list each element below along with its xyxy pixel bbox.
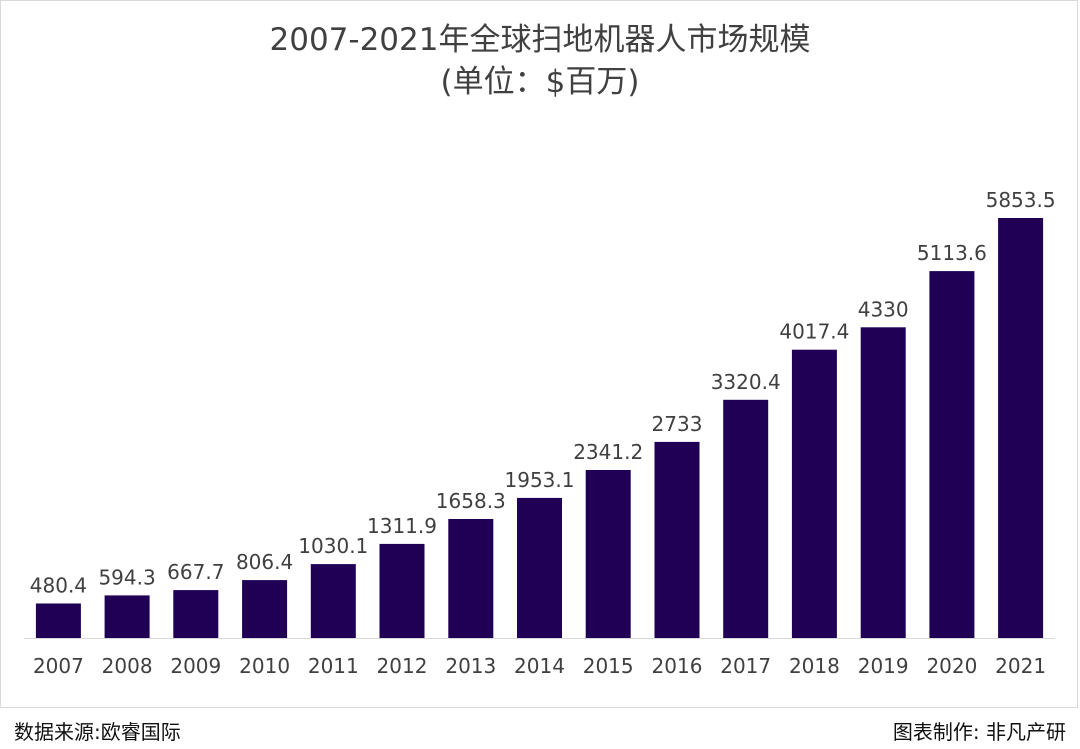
data-label-2018: 4017.4 xyxy=(779,320,849,344)
x-tick-label-2010: 2010 xyxy=(239,654,290,678)
bar-2016 xyxy=(654,441,700,638)
bar-2012 xyxy=(379,543,425,638)
x-tick-label-2019: 2019 xyxy=(858,654,909,678)
bar-chart: 480.4 2007 594.3 2008 667.7 2009 806.4 2010 1030… xyxy=(24,188,1056,678)
data-label-2009: 667.7 xyxy=(167,560,224,584)
x-tick-label-2015: 2015 xyxy=(583,654,634,678)
data-label-2020: 5113.6 xyxy=(917,241,987,265)
bar-2010 xyxy=(242,580,288,638)
data-label-2013: 1658.3 xyxy=(436,489,506,513)
x-tick-label-2014: 2014 xyxy=(514,654,565,678)
x-tick-label-2018: 2018 xyxy=(789,654,840,678)
x-tick-label-2011: 2011 xyxy=(308,654,359,678)
x-tick-label-2016: 2016 xyxy=(652,654,703,678)
bar-2020 xyxy=(929,271,975,638)
chart-credit: 图表制作: 非凡产研 xyxy=(892,720,1066,744)
data-label-2011: 1030.1 xyxy=(298,534,368,558)
bar-2015 xyxy=(585,470,631,638)
x-tick-label-2017: 2017 xyxy=(720,654,771,678)
x-tick-label-2020: 2020 xyxy=(926,654,977,678)
bar-2011 xyxy=(310,564,356,638)
data-label-2014: 1953.1 xyxy=(505,468,575,492)
bar-2018 xyxy=(791,349,837,638)
bar-2009 xyxy=(173,590,219,638)
x-tick-label-2009: 2009 xyxy=(170,654,221,678)
data-source: 数据来源:欧睿国际 xyxy=(14,720,181,744)
x-tick-label-2021: 2021 xyxy=(995,654,1046,678)
bar-2007 xyxy=(35,603,81,638)
chart-subtitle: (单位：$百万) xyxy=(440,64,640,100)
bar-2017 xyxy=(723,399,769,638)
x-tick-label-2012: 2012 xyxy=(377,654,428,678)
data-label-2017: 3320.4 xyxy=(711,370,781,394)
bar-2014 xyxy=(517,497,562,638)
x-tick-label-2013: 2013 xyxy=(445,654,496,678)
bar-2019 xyxy=(860,327,906,638)
data-label-2021: 5853.5 xyxy=(986,188,1056,212)
x-tick-label-2007: 2007 xyxy=(33,654,84,678)
data-label-2015: 2341.2 xyxy=(573,440,643,464)
data-label-2019: 4330 xyxy=(858,297,909,321)
data-label-2007: 480.4 xyxy=(30,574,87,598)
data-label-2008: 594.3 xyxy=(98,565,155,589)
x-tick-label-2008: 2008 xyxy=(102,654,153,678)
data-label-2010: 806.4 xyxy=(236,550,293,574)
data-label-2012: 1311.9 xyxy=(367,514,437,538)
bar-2008 xyxy=(104,595,150,638)
bar-2021 xyxy=(998,218,1044,638)
bar-2013 xyxy=(448,519,494,638)
chart-title: 2007-2021年全球扫地机器人市场规模 xyxy=(269,22,811,58)
data-label-2016: 2733 xyxy=(652,412,703,436)
